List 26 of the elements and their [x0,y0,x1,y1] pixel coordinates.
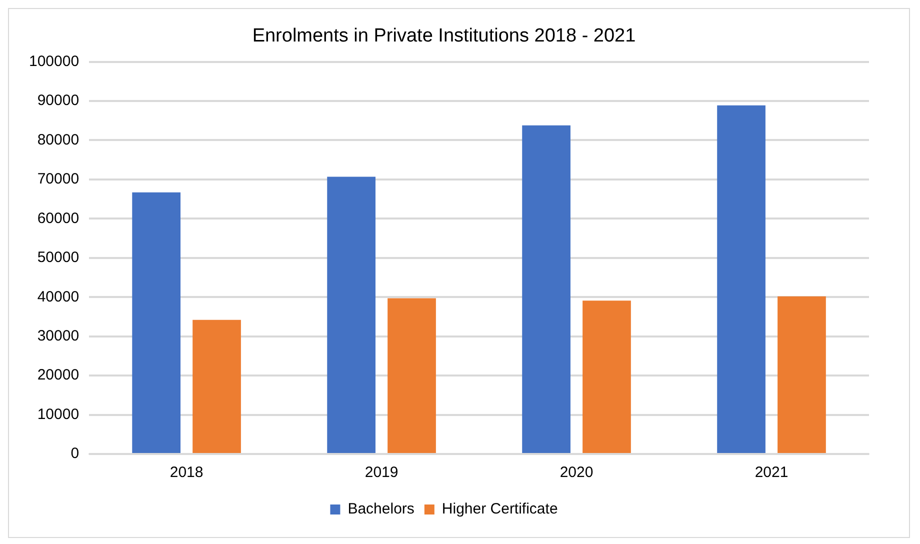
y-tick-label: 20000 [37,366,80,384]
legend-label: Higher Certificate [442,500,558,518]
x-tick-label: 2020 [560,464,594,482]
bar [388,298,436,453]
bar [522,125,570,453]
bar [778,296,826,453]
bar [582,300,631,453]
y-tick-label: 60000 [37,210,80,227]
chart-title: Enrolments in Private Institutions 2018 - 2021 [252,26,636,47]
bar [717,105,766,453]
y-tick-label: 50000 [37,249,80,266]
bar [132,192,181,453]
y-tick-label: 40000 [37,288,80,306]
y-tick-label: 70000 [37,170,80,188]
y-tick-label: 30000 [37,327,80,344]
y-tick-label: 80000 [37,131,80,148]
x-tick-label: 2018 [170,464,204,482]
x-tick-label: 2021 [754,464,788,482]
y-tick-label: 100000 [28,52,80,70]
x-tick-label: 2019 [364,464,398,482]
y-tick-label: 0 [70,445,80,462]
y-tick-label: 10000 [37,406,80,423]
legend-label: Bachelors [348,500,414,518]
y-tick-label: 90000 [37,92,80,110]
bar [192,320,241,453]
bar [327,176,376,453]
